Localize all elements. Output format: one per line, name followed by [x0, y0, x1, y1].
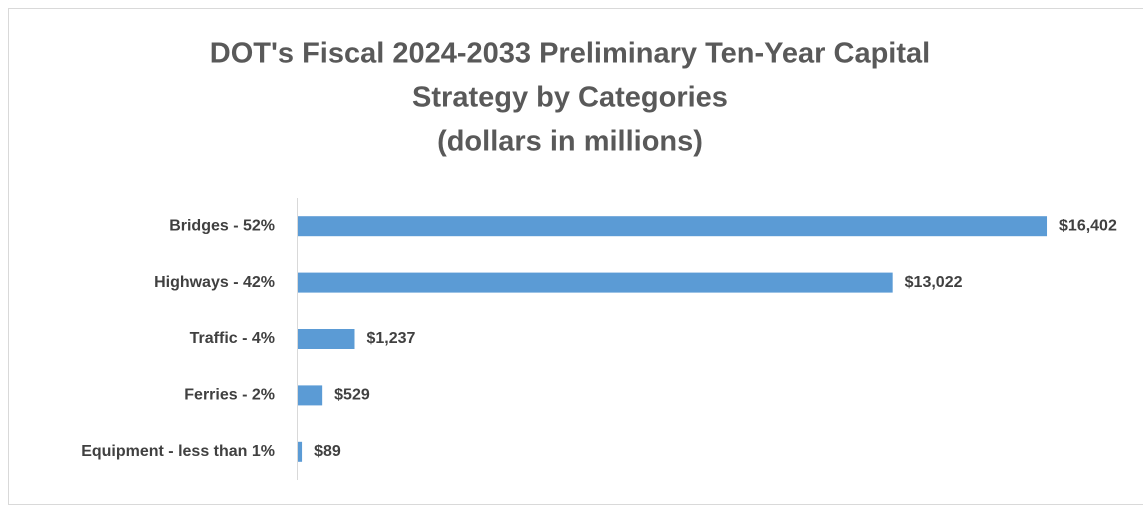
chart-title: (dollars in millions)	[437, 126, 703, 158]
bar	[298, 329, 355, 349]
category-label: Traffic - 4%	[190, 330, 275, 347]
data-label: $16,402	[1059, 217, 1117, 234]
data-label: $13,022	[905, 274, 963, 291]
data-label: $1,237	[366, 330, 415, 347]
data-label: $89	[314, 443, 341, 460]
bar	[298, 272, 893, 293]
chart-border	[8, 8, 1143, 505]
category-label: Ferries - 2%	[184, 387, 275, 404]
category-label: Highways - 42%	[154, 274, 275, 291]
category-label: Bridges - 52%	[169, 217, 275, 234]
chart-title: Strategy by Categories	[412, 82, 728, 114]
chart-title: DOT's Fiscal 2024-2033 Preliminary Ten-Y…	[210, 38, 930, 70]
bar	[298, 441, 303, 462]
category-label: Equipment - less than 1%	[81, 443, 275, 460]
data-label: $529	[334, 387, 370, 404]
bar	[298, 385, 323, 406]
bar	[298, 216, 1048, 237]
